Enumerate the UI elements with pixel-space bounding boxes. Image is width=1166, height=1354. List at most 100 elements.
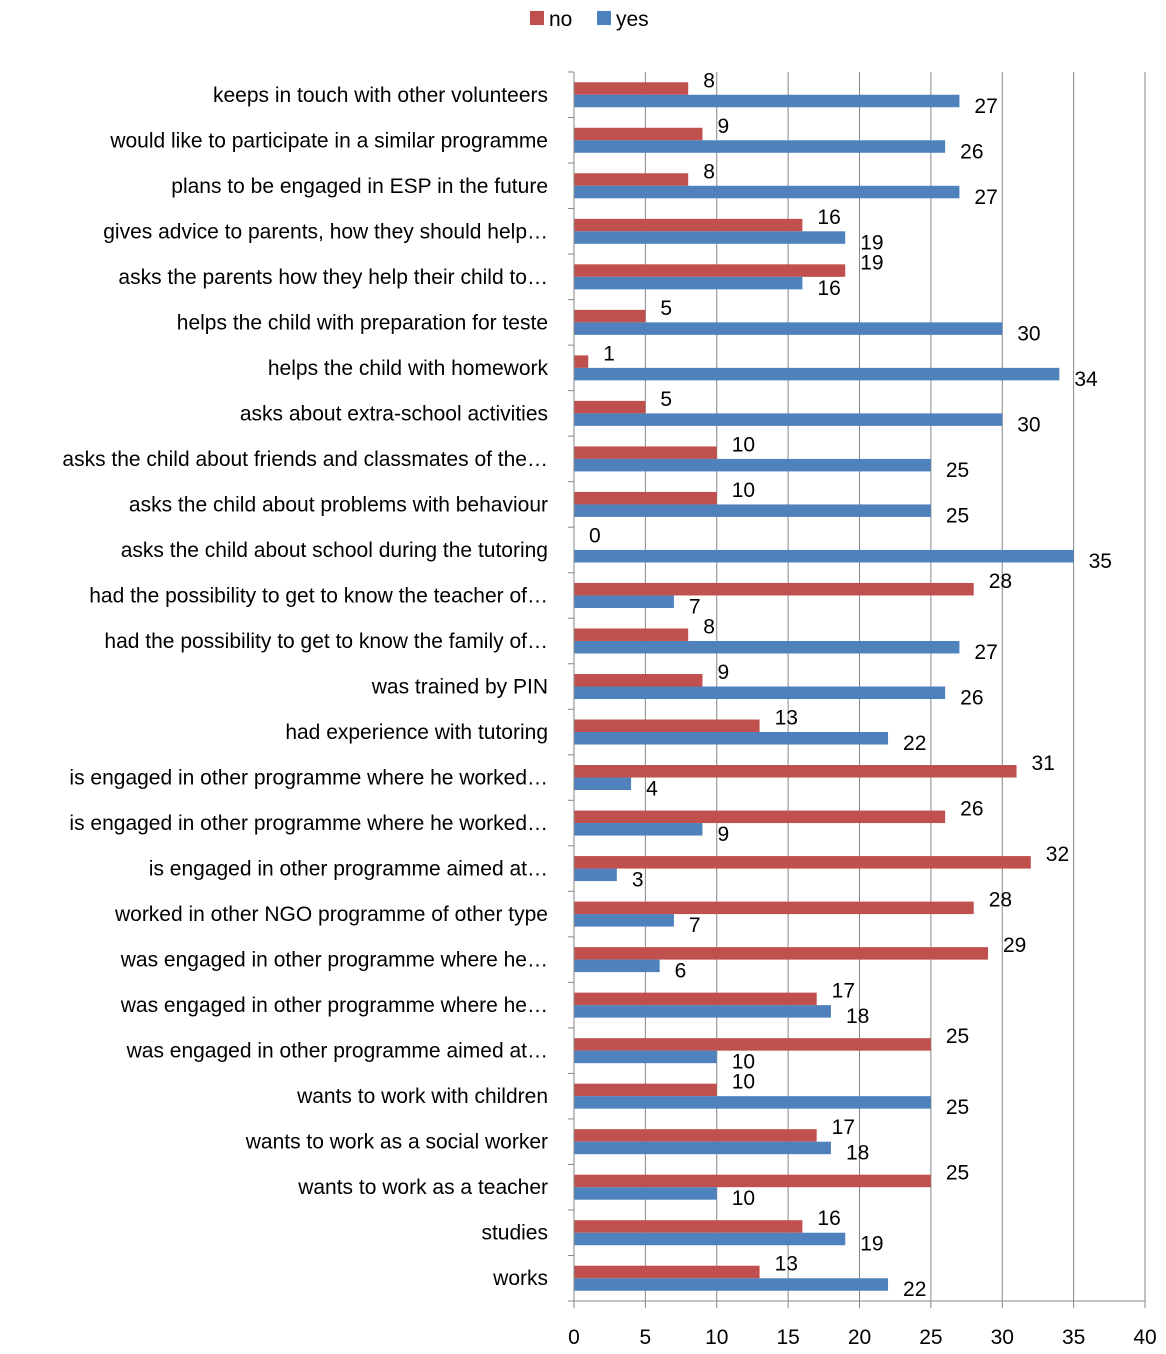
data-label-yes: 30: [1017, 413, 1040, 436]
bar-yes: [574, 1096, 931, 1109]
bar-yes: [574, 1005, 831, 1018]
data-label-yes: 16: [817, 277, 840, 300]
data-label-no: 8: [703, 615, 715, 638]
bar-yes: [574, 231, 846, 244]
data-label-yes: 22: [903, 732, 926, 755]
x-tick-label: 5: [640, 1326, 652, 1349]
category-label: is engaged in other programme aimed at…: [149, 858, 548, 881]
data-label-yes: 26: [960, 140, 983, 163]
bar-no: [574, 719, 760, 733]
x-tick-label: 15: [776, 1326, 799, 1349]
bar-no: [574, 218, 803, 232]
data-label-no: 19: [860, 251, 883, 274]
data-label-no: 9: [717, 115, 729, 138]
data-label-no: 10: [732, 479, 755, 502]
bar-no: [574, 947, 988, 960]
bar-yes: [574, 458, 931, 472]
bar-yes: [574, 959, 660, 973]
data-label-no: 13: [775, 1253, 798, 1276]
x-tick-labels: 0 5 10 15 20 25 30 35 40: [568, 1326, 1157, 1349]
bar-no: [574, 446, 717, 459]
category-label: wants to work as a social worker: [245, 1131, 548, 1154]
data-label-no: 9: [717, 661, 729, 684]
data-label-no: 17: [832, 1116, 855, 1139]
category-label: wants to work as a teacher: [297, 1176, 548, 1199]
data-label-no: 0: [589, 524, 601, 547]
data-label-no: 25: [946, 1025, 969, 1048]
category-label: asks the child about problems with behav…: [129, 493, 548, 516]
category-label: plans to be engaged in ESP in the future: [171, 175, 548, 198]
bar-yes: [574, 823, 703, 836]
bar-yes: [574, 640, 960, 654]
x-tick-label: 10: [705, 1326, 728, 1349]
data-label-yes: 34: [1074, 368, 1098, 391]
data-label-no: 32: [1046, 843, 1069, 866]
data-label-no: 28: [989, 889, 1012, 912]
bar-yes: [574, 140, 946, 153]
bar-no: [574, 355, 589, 368]
bar-yes: [574, 322, 1003, 335]
data-label-yes: 18: [846, 1005, 869, 1028]
bar-no: [574, 628, 689, 641]
data-label-no: 10: [732, 433, 755, 456]
x-tick-label: 20: [848, 1326, 871, 1349]
bar-yes: [574, 1232, 846, 1246]
bar-yes: [574, 686, 946, 699]
data-label-yes: 25: [946, 504, 969, 527]
bar-yes: [574, 276, 803, 290]
bar-no: [574, 127, 703, 141]
category-label: is engaged in other programme where he w…: [69, 767, 548, 790]
x-tick-label: 35: [1062, 1326, 1085, 1349]
data-label-yes: 22: [903, 1278, 926, 1301]
bar-no: [574, 856, 1031, 869]
data-label-yes: 6: [675, 960, 687, 983]
category-label: gives advice to parents, how they should…: [103, 220, 548, 243]
category-label: would like to participate in a similar p…: [109, 129, 548, 152]
bar-no: [574, 765, 1017, 778]
category-label: had the possibility to get to know the f…: [104, 630, 548, 653]
category-label: was engaged in other programme aimed at…: [126, 1040, 548, 1063]
data-label-no: 17: [832, 980, 855, 1003]
data-label-no: 8: [703, 69, 715, 92]
bar-yes: [574, 185, 960, 199]
data-label-yes: 7: [689, 914, 701, 937]
bar-yes: [574, 549, 1074, 563]
category-label: works: [492, 1267, 548, 1290]
x-tick-label: 30: [991, 1326, 1014, 1349]
x-tick-label: 40: [1133, 1326, 1156, 1349]
legend-label-no: no: [549, 8, 572, 31]
data-label-no: 28: [989, 570, 1012, 593]
data-label-no: 16: [817, 1207, 840, 1230]
bar-no: [574, 674, 703, 687]
bar-no: [574, 901, 974, 915]
bar-yes: [574, 1278, 889, 1291]
data-label-no: 10: [732, 1071, 755, 1094]
category-label: was trained by PIN: [371, 676, 548, 699]
legend-label-yes: yes: [616, 8, 649, 31]
bar-no: [574, 309, 646, 323]
data-label-no: 26: [960, 798, 983, 821]
data-label-yes: 25: [946, 459, 969, 482]
data-label-yes: 10: [732, 1187, 755, 1210]
x-tick-label: 25: [919, 1326, 942, 1349]
bar-no: [574, 1083, 717, 1097]
category-label: helps the child with preparation for tes…: [177, 311, 548, 334]
category-label: asks the parents how they help their chi…: [118, 266, 548, 289]
bar-no: [574, 1129, 817, 1142]
bar-yes: [574, 1187, 717, 1200]
data-labels: 8279268271619191653013453010251025035287…: [589, 69, 1112, 1301]
bar-no: [574, 1174, 931, 1188]
bar-no: [574, 810, 946, 824]
category-label: helps the child with homework: [268, 357, 549, 380]
data-label-yes: 18: [846, 1142, 869, 1165]
bar-yes: [574, 868, 617, 882]
data-label-yes: 3: [632, 869, 644, 892]
bar-yes: [574, 1141, 831, 1155]
category-label: asks the child about school during the t…: [121, 539, 548, 562]
data-label-no: 25: [946, 1162, 969, 1185]
data-label-no: 31: [1032, 752, 1055, 775]
data-label-yes: 19: [860, 1233, 883, 1256]
bars: [574, 82, 1074, 1291]
bar-yes: [574, 504, 931, 517]
data-label-yes: 10: [732, 1051, 755, 1074]
